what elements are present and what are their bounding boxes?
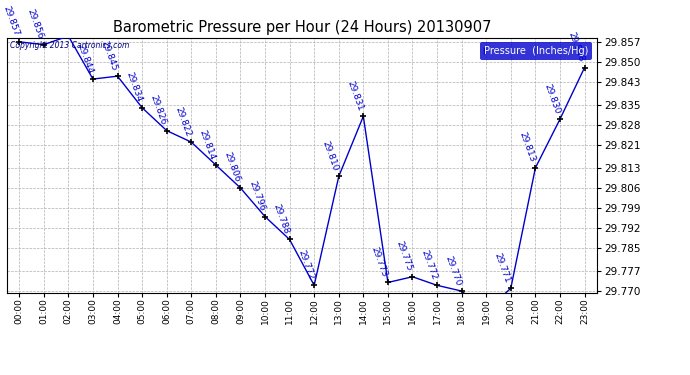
Text: 29.772: 29.772	[419, 249, 438, 281]
Legend: Pressure  (Inches/Hg): Pressure (Inches/Hg)	[480, 42, 592, 60]
Text: 29.856: 29.856	[26, 8, 45, 40]
Text: 29.844: 29.844	[75, 42, 94, 75]
Text: 29.771: 29.771	[493, 251, 512, 284]
Text: 29.775: 29.775	[395, 240, 414, 273]
Text: 29.814: 29.814	[198, 128, 217, 161]
Text: 29.806: 29.806	[222, 151, 242, 184]
Text: 29.773: 29.773	[370, 246, 389, 278]
Text: 29.834: 29.834	[124, 71, 144, 104]
Text: 29.772: 29.772	[296, 249, 315, 281]
Text: 29.848: 29.848	[566, 31, 586, 63]
Text: 29.763: 29.763	[0, 374, 1, 375]
Text: Copyright 2013 Cartronics.com: Copyright 2013 Cartronics.com	[10, 41, 129, 50]
Text: 29.831: 29.831	[346, 80, 364, 112]
Text: 29.770: 29.770	[444, 254, 463, 287]
Text: 29.859: 29.859	[0, 374, 1, 375]
Text: 29.796: 29.796	[247, 180, 266, 212]
Title: Barometric Pressure per Hour (24 Hours) 20130907: Barometric Pressure per Hour (24 Hours) …	[112, 20, 491, 35]
Text: 29.810: 29.810	[321, 140, 340, 172]
Text: 29.813: 29.813	[518, 131, 537, 164]
Text: 29.830: 29.830	[542, 82, 561, 115]
Text: 29.788: 29.788	[272, 202, 291, 236]
Text: 29.822: 29.822	[173, 105, 193, 138]
Text: 29.845: 29.845	[99, 39, 119, 72]
Text: 29.826: 29.826	[149, 94, 168, 126]
Text: 29.857: 29.857	[1, 5, 21, 38]
